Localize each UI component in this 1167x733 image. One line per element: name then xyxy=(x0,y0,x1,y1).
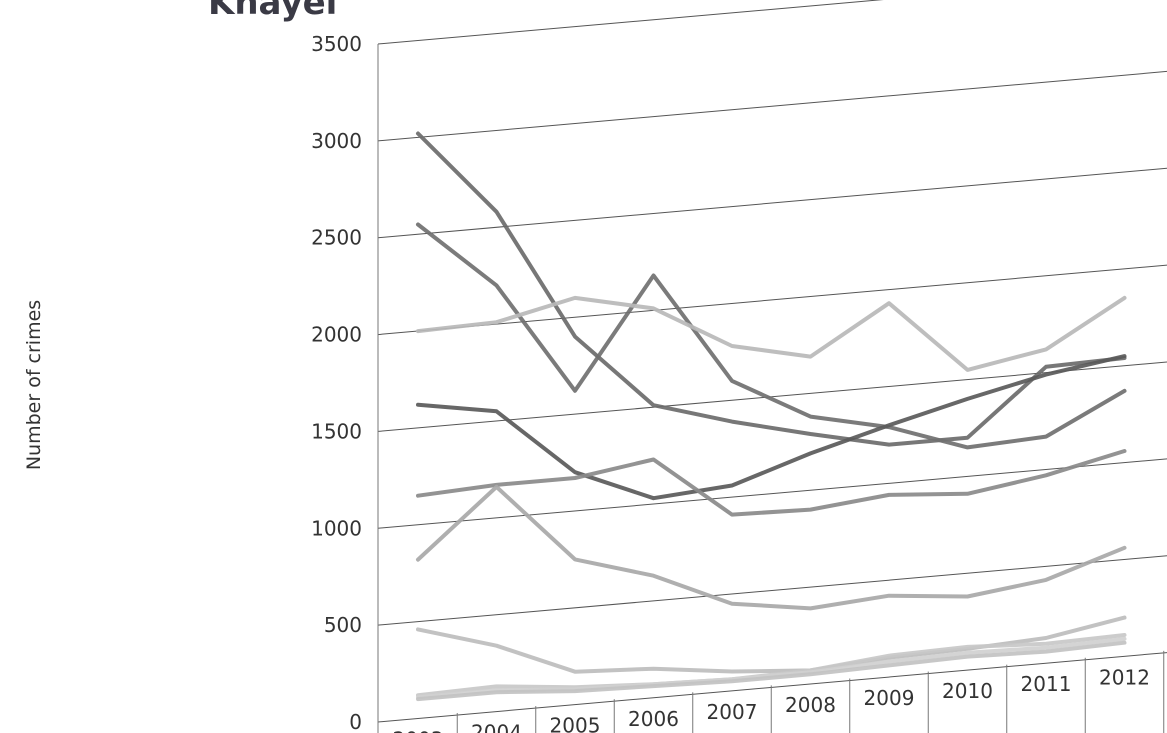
series-line-5 xyxy=(416,449,1127,517)
y-tick-label: 500 xyxy=(324,613,362,637)
gridline xyxy=(377,264,1167,336)
x-tick-labels: 2003 2004 2005 2006 2007 2008 2009 2010 2011 2012 xyxy=(393,665,1150,733)
series-lines xyxy=(416,131,1127,702)
x-tick-label: 2010 xyxy=(942,679,993,703)
x-tick-label: 2006 xyxy=(628,707,679,731)
x-tick-label: 2005 xyxy=(550,714,601,733)
y-tick-labels: 0 500 1000 1500 2000 2500 3000 3500 xyxy=(311,32,362,733)
gridlines xyxy=(377,0,1167,723)
gridline xyxy=(377,0,884,45)
series-line-2 xyxy=(416,222,1127,450)
chart-title: Khayel xyxy=(208,0,337,23)
x-tick-label: 2012 xyxy=(1099,665,1150,689)
y-tick-label: 2500 xyxy=(311,226,362,250)
y-tick-label: 1500 xyxy=(311,419,362,443)
y-tick-label: 3500 xyxy=(311,32,362,56)
series-line-10 xyxy=(416,640,1127,702)
gridline xyxy=(377,555,1167,626)
axes xyxy=(377,44,1165,733)
gridline xyxy=(377,70,1167,142)
y-tick-label: 0 xyxy=(349,710,362,733)
y-tick-label: 1000 xyxy=(311,516,362,540)
gridline xyxy=(377,652,1167,723)
x-tick-label: 2008 xyxy=(785,693,836,717)
y-tick-label: 2000 xyxy=(311,323,362,347)
series-line-3 xyxy=(416,295,1127,372)
gridline xyxy=(377,458,1167,529)
y-tick-label: 3000 xyxy=(311,129,362,153)
y-axis-label: Number of crimes xyxy=(23,300,45,470)
series-line-1 xyxy=(416,131,1127,447)
series-line-4 xyxy=(416,354,1127,501)
x-tick-label: 2011 xyxy=(1021,672,1072,696)
x-tick-label: 2007 xyxy=(707,700,758,724)
x-tick-label: 2004 xyxy=(471,721,522,733)
series-line-6 xyxy=(416,484,1127,611)
gridline xyxy=(377,167,1167,239)
x-tick-label: 2009 xyxy=(864,686,915,710)
x-tick-label: 2003 xyxy=(393,727,444,733)
